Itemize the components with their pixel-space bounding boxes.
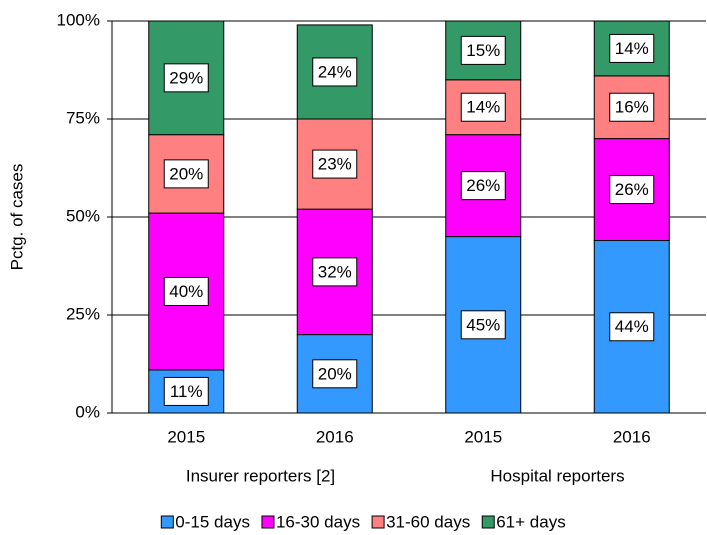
group-label: Hospital reporters xyxy=(490,466,624,485)
data-label: 24% xyxy=(318,62,352,81)
label-box xyxy=(312,359,358,389)
label-box xyxy=(163,276,209,306)
label-box xyxy=(163,63,209,93)
label-box xyxy=(609,33,655,63)
label-box xyxy=(460,92,506,122)
data-label: 14% xyxy=(615,39,649,58)
label-box xyxy=(312,257,358,287)
data-label: 26% xyxy=(466,176,500,195)
legend-label: 61+ days xyxy=(496,512,565,531)
y-tick-label: 50% xyxy=(66,206,100,225)
data-label: 44% xyxy=(615,317,649,336)
x-tick-label: 2016 xyxy=(613,427,651,446)
x-tick-label: 2016 xyxy=(316,427,354,446)
legend-swatch xyxy=(371,515,385,529)
label-box xyxy=(312,149,358,179)
data-label: 20% xyxy=(169,164,203,183)
legend-label: 0-15 days xyxy=(175,512,250,531)
data-label: 29% xyxy=(169,68,203,87)
group-label: Insurer reporters [2] xyxy=(186,466,335,485)
data-label: 14% xyxy=(466,98,500,117)
data-label: 26% xyxy=(615,180,649,199)
y-tick-label: 75% xyxy=(66,108,100,127)
label-box xyxy=(460,310,506,340)
label-box xyxy=(312,57,358,87)
data-label: 16% xyxy=(615,98,649,117)
legend-label: 16-30 days xyxy=(276,512,360,531)
x-tick-label: 2015 xyxy=(464,427,502,446)
legend-swatch xyxy=(160,515,174,529)
x-tick-label: 2015 xyxy=(167,427,205,446)
y-axis-label: Pctg. of cases xyxy=(7,164,26,271)
legend-swatch xyxy=(261,515,275,529)
label-box xyxy=(163,159,209,189)
y-tick-label: 25% xyxy=(66,304,100,323)
data-label: 45% xyxy=(466,315,500,334)
label-box xyxy=(609,92,655,122)
data-label: 32% xyxy=(318,262,352,281)
label-box xyxy=(460,35,506,65)
data-label: 15% xyxy=(466,41,500,60)
label-box xyxy=(460,171,506,201)
y-tick-label: 0% xyxy=(75,402,100,421)
data-label: 40% xyxy=(169,282,203,301)
data-label: 11% xyxy=(170,382,203,401)
label-box xyxy=(163,376,209,406)
data-label: 20% xyxy=(318,364,352,383)
bar-segment xyxy=(445,20,522,81)
label-box xyxy=(609,175,655,205)
label-box xyxy=(609,312,655,342)
legend-label: 31-60 days xyxy=(386,512,470,531)
legend-swatch xyxy=(481,515,495,529)
data-label: 23% xyxy=(318,155,352,174)
y-tick-label: 100% xyxy=(57,10,100,29)
